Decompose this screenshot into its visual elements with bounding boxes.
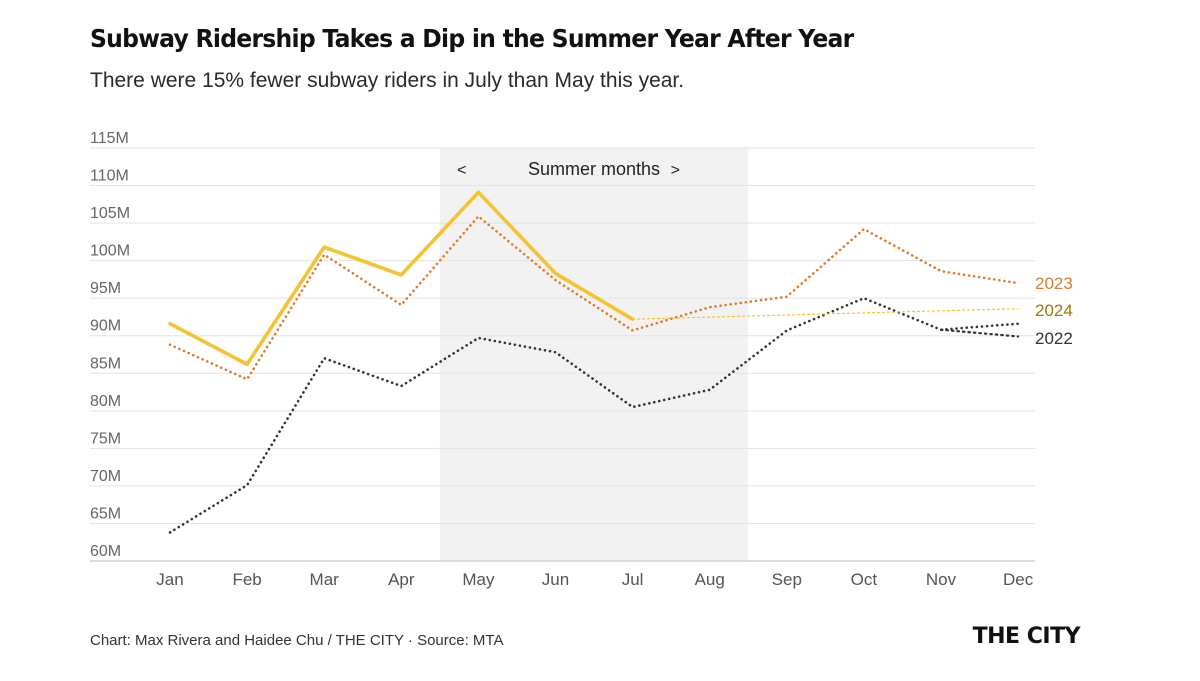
series-2023-line <box>168 215 1020 381</box>
y-tick-label: 105M <box>90 205 130 222</box>
x-tick-label: Sep <box>772 570 802 589</box>
y-tick-label: 100M <box>90 243 130 260</box>
x-tick-label: Jul <box>622 570 644 589</box>
series-label-2024: 2024 <box>1035 301 1073 320</box>
chart-title: Subway Ridership Takes a Dip in the Summ… <box>90 24 854 53</box>
series-2024-line <box>168 190 635 367</box>
series-label-2023: 2023 <box>1035 274 1073 293</box>
y-tick-label: 70M <box>90 468 121 485</box>
summer-months-label: Summer months <box>528 159 660 179</box>
y-tick-label: 85M <box>90 355 121 372</box>
x-tick-label: Mar <box>310 570 340 589</box>
x-tick-label: Aug <box>695 570 725 589</box>
series-2022-trend-line <box>939 328 1020 338</box>
y-tick-label: 75M <box>90 430 121 447</box>
line-chart: 60M 65M 70M 75M 80M 85M 90M 95M 100M 105M 110M 115M… <box>90 130 1073 589</box>
x-tick-label: Apr <box>388 570 415 589</box>
publisher-logo: THE CITY <box>972 624 1081 649</box>
x-tick-label: Nov <box>926 570 957 589</box>
series-2022-line <box>168 296 1020 534</box>
summer-highlight-band <box>439 148 749 561</box>
x-tick-label: Jan <box>156 570 183 589</box>
chart-subtitle: There were 15% fewer subway riders in Ju… <box>90 69 685 92</box>
x-tick-label: Dec <box>1003 570 1034 589</box>
series-2024-trend-line <box>632 308 1019 320</box>
y-tick-label: 110M <box>90 168 129 185</box>
y-tick-label: 60M <box>90 543 121 560</box>
series-label-2022: 2022 <box>1035 329 1073 348</box>
summer-right-arrow: > <box>671 162 680 179</box>
y-tick-label: 95M <box>90 280 121 297</box>
y-tick-label: 65M <box>90 505 121 522</box>
y-tick-label: 90M <box>90 318 121 335</box>
summer-left-arrow: < <box>457 162 466 179</box>
y-tick-label: 115M <box>90 130 129 147</box>
y-tick-label: 80M <box>90 393 121 410</box>
chart-credit: Chart: Max Rivera and Haidee Chu / THE C… <box>90 632 504 649</box>
x-tick-label: Feb <box>232 570 261 589</box>
x-tick-label: May <box>462 570 495 589</box>
x-tick-label: Jun <box>542 570 569 589</box>
x-tick-label: Oct <box>851 570 878 589</box>
